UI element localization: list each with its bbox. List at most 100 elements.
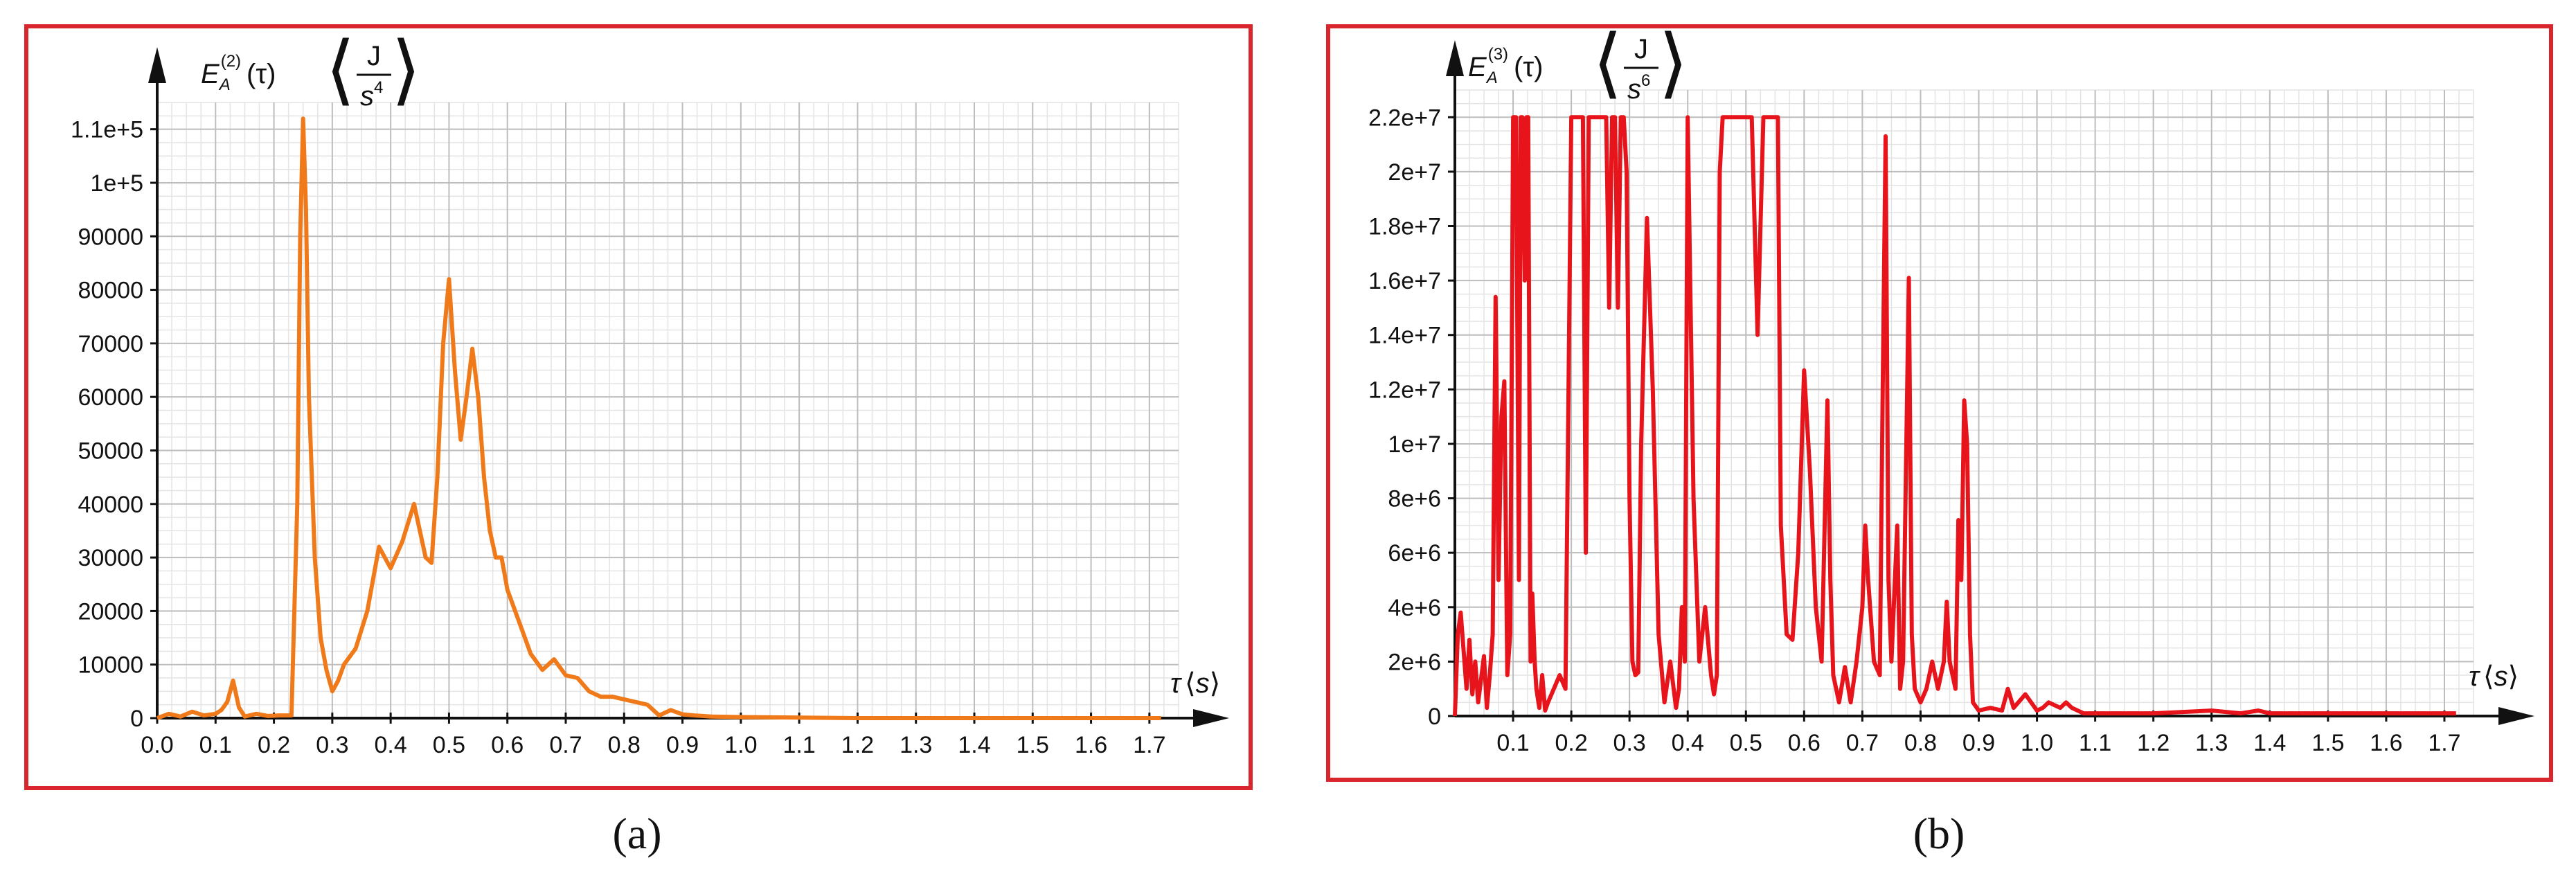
x-tick-label: 1.6 (2370, 730, 2402, 756)
panel-a-xlabel-unit: s (1196, 668, 1210, 699)
x-tick-label: 1.2 (841, 732, 874, 758)
y-axis-arrow (148, 47, 166, 83)
panel-b-y-ticks: 0 2e+6 4e+6 6e+6 8e+6 1e+7 1.2e+7 1.4e+7 1.6e+7 1… (1368, 105, 1441, 730)
y-tick-label: 20000 (78, 598, 143, 625)
y-tick-label: 1.8e+7 (1368, 214, 1441, 240)
panel-a-ylabel-sup: (2) (221, 52, 241, 71)
x-tick-label: 0.0 (141, 732, 173, 758)
x-tick-label: 0.6 (1788, 730, 1821, 756)
panel-b-unit-open-bracket: ⟨ (1593, 20, 1622, 105)
panel-b-xlabel-unit: s (2494, 661, 2508, 692)
x-tick-label: 0.5 (1730, 730, 1762, 756)
y-tick-label: 8e+6 (1388, 486, 1441, 512)
x-tick-label: 0.8 (608, 732, 641, 758)
chart-panel-a: 0.0 0.1 0.2 0.3 0.4 0.5 0.6 0.7 0.8 0.9 1.0 1.1 1.2 1… (24, 24, 1253, 858)
panel-b-caption: (b) (1913, 809, 1965, 858)
panel-b-axes (1446, 40, 2534, 725)
panel-b-unit-close-bracket: ⟩ (1658, 20, 1688, 105)
panel-a-x-ticks: 0.0 0.1 0.2 0.3 0.4 0.5 0.6 0.7 0.8 0.9 1.0 1.1 1.2 1… (141, 732, 1165, 758)
panel-b-xlabel-open: ⟨ (2483, 661, 2494, 692)
panel-a-x-axis-label: τ ⟨s⟩ (1170, 668, 1220, 699)
y-tick-label: 6e+6 (1388, 540, 1441, 566)
panel-a-ylabel-sub: A (218, 75, 231, 94)
panel-b-xlabel-main: τ (2469, 661, 2481, 692)
x-tick-label: 0.3 (1613, 730, 1646, 756)
panel-a-frame (24, 24, 1253, 790)
panel-a-xlabel-main: τ (1170, 668, 1183, 699)
x-axis-arrow (1193, 709, 1229, 727)
x-tick-label: 1.1 (2079, 730, 2111, 756)
panel-b-x-axis-label: τ ⟨s⟩ (2469, 661, 2519, 692)
y-tick-label: 40000 (78, 492, 143, 518)
x-axis-arrow (2498, 707, 2534, 725)
y-tick-label: 1.1e+5 (71, 117, 143, 143)
panel-b-series-line (1453, 115, 2456, 717)
x-tick-label: 1.0 (724, 732, 757, 758)
panel-b-unit-den-pow: 6 (1641, 71, 1650, 90)
panel-b-ylabel-arg: (τ) (1514, 52, 1543, 82)
panel-a-unit-den-base: s (360, 81, 374, 111)
x-tick-label: 0.2 (1555, 730, 1587, 756)
x-tick-label: 1.1 (783, 732, 816, 758)
y-axis-arrow (1446, 40, 1464, 76)
y-tick-label: 50000 (78, 438, 143, 464)
x-tick-label: 1.3 (2195, 730, 2228, 756)
x-tick-label: 1.0 (2021, 730, 2053, 756)
panel-b-frame (1326, 24, 2553, 782)
x-tick-label: 1.5 (2311, 730, 2344, 756)
panel-b-ylabel-sup: (3) (1488, 45, 1508, 64)
x-tick-label: 0.4 (375, 732, 407, 758)
chart-panel-b: 0.1 0.2 0.3 0.4 0.5 0.6 0.7 0.8 0.9 1.0 1.1 1.2 1.3 1… (1326, 20, 2553, 858)
panel-a-y-axis-label: EA (2) (τ) (201, 52, 276, 94)
y-tick-label: 2e+7 (1388, 159, 1441, 186)
x-tick-label: 1.4 (958, 732, 990, 758)
panel-a-ylabel-main: E (201, 59, 220, 89)
x-tick-label: 0.1 (199, 732, 232, 758)
x-tick-label: 1.4 (2253, 730, 2286, 756)
panel-b-unit-den-base: s (1627, 74, 1641, 105)
y-tick-label: 30000 (78, 545, 143, 571)
y-tick-label: 90000 (78, 224, 143, 250)
panel-a-series-line (156, 116, 1161, 720)
x-tick-label: 0.9 (666, 732, 699, 758)
x-tick-label: 1.3 (900, 732, 932, 758)
panel-a-unit-close-bracket: ⟩ (391, 27, 421, 112)
y-tick-label: 10000 (78, 652, 143, 679)
x-tick-label: 0.1 (1496, 730, 1529, 756)
y-tick-label: 4e+6 (1388, 595, 1441, 621)
x-tick-label: 0.4 (1672, 730, 1704, 756)
x-tick-label: 0.3 (316, 732, 348, 758)
y-tick-label: 1e+7 (1388, 431, 1441, 458)
y-tick-label: 1.4e+7 (1368, 323, 1441, 349)
panel-a-caption: (a) (612, 809, 661, 858)
x-tick-label: 0.2 (258, 732, 290, 758)
y-tick-label: 0 (1428, 704, 1441, 730)
panel-b-y-axis-label: EA (3) (τ) (1468, 45, 1544, 87)
x-tick-label: 0.7 (1846, 730, 1879, 756)
x-tick-label: 1.6 (1075, 732, 1107, 758)
y-tick-label: 60000 (78, 384, 143, 411)
x-tick-label: 0.8 (1904, 730, 1937, 756)
y-tick-label: 70000 (78, 331, 143, 357)
panel-a-unit-den: s4 (360, 78, 383, 111)
x-tick-label: 0.5 (433, 732, 465, 758)
y-tick-label: 2.2e+7 (1368, 105, 1441, 131)
panel-b-unit-den: s6 (1627, 71, 1650, 105)
panel-a-unit-open-bracket: ⟨ (325, 27, 355, 112)
x-tick-label: 0.7 (549, 732, 582, 758)
panel-a-ylabel-arg: (τ) (247, 59, 276, 89)
y-tick-label: 0 (130, 706, 143, 732)
x-tick-label: 1.7 (2428, 730, 2460, 756)
y-tick-label: 1.2e+7 (1368, 377, 1441, 403)
panel-b-x-ticks: 0.1 0.2 0.3 0.4 0.5 0.6 0.7 0.8 0.9 1.0 1.1 1.2 1.3 1… (1496, 730, 2460, 756)
x-tick-label: 0.6 (491, 732, 524, 758)
y-tick-label: 1.6e+7 (1368, 268, 1441, 294)
panel-a-unit-num: J (367, 41, 381, 71)
panel-a-xlabel-close: ⟩ (1210, 668, 1221, 699)
panel-a-xlabel-open: ⟨ (1185, 668, 1196, 699)
y-tick-label: 80000 (78, 278, 143, 304)
x-tick-label: 1.7 (1133, 732, 1165, 758)
panel-b-xlabel-close: ⟩ (2508, 661, 2519, 692)
y-tick-label: 1e+5 (90, 170, 143, 197)
panel-b-unit-num: J (1634, 34, 1648, 64)
